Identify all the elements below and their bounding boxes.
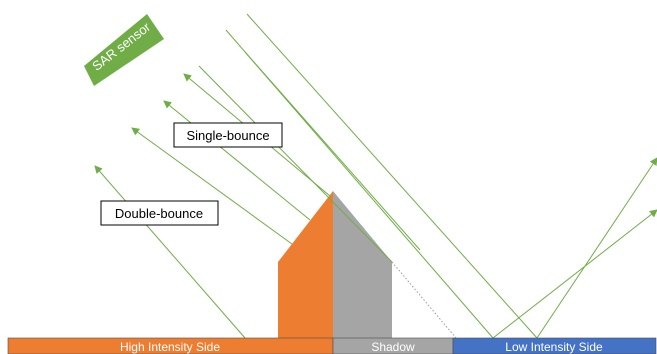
single-bounce-ray	[163, 100, 311, 221]
zone-low-intensity-label: Low Intensity Side	[505, 340, 603, 354]
ground-zones: High Intensity Side Shadow Low Intensity…	[7, 337, 657, 354]
incident-ray	[198, 65, 393, 263]
zone-high-intensity-label: High Intensity Side	[120, 340, 220, 354]
single-bounce-label: Single-bounce	[173, 122, 283, 148]
double-bounce-label-text: Double-bounce	[115, 206, 203, 221]
reflection-ray	[536, 157, 657, 339]
reflection-ray	[492, 209, 657, 339]
double-bounce-rays	[94, 165, 246, 339]
incident-ray	[246, 13, 538, 339]
shadow-projection-line	[391, 261, 457, 339]
specular-reflection-rays	[492, 157, 657, 339]
incident-rays	[198, 13, 538, 339]
single-bounce-label-text: Single-bounce	[186, 128, 269, 143]
double-bounce-label: Double-bounce	[100, 200, 219, 226]
building-lit-facade	[278, 191, 333, 338]
sar-sensor-icon	[84, 14, 164, 86]
double-bounce-ray	[94, 165, 246, 339]
incident-ray	[244, 51, 421, 251]
zone-shadow-label: Shadow	[371, 340, 415, 354]
building-shadow-facade	[333, 191, 392, 338]
sar-sensor: SAR sensor	[84, 14, 164, 86]
zone-low-intensity	[452, 337, 657, 354]
single-bounce-ray	[131, 127, 293, 245]
